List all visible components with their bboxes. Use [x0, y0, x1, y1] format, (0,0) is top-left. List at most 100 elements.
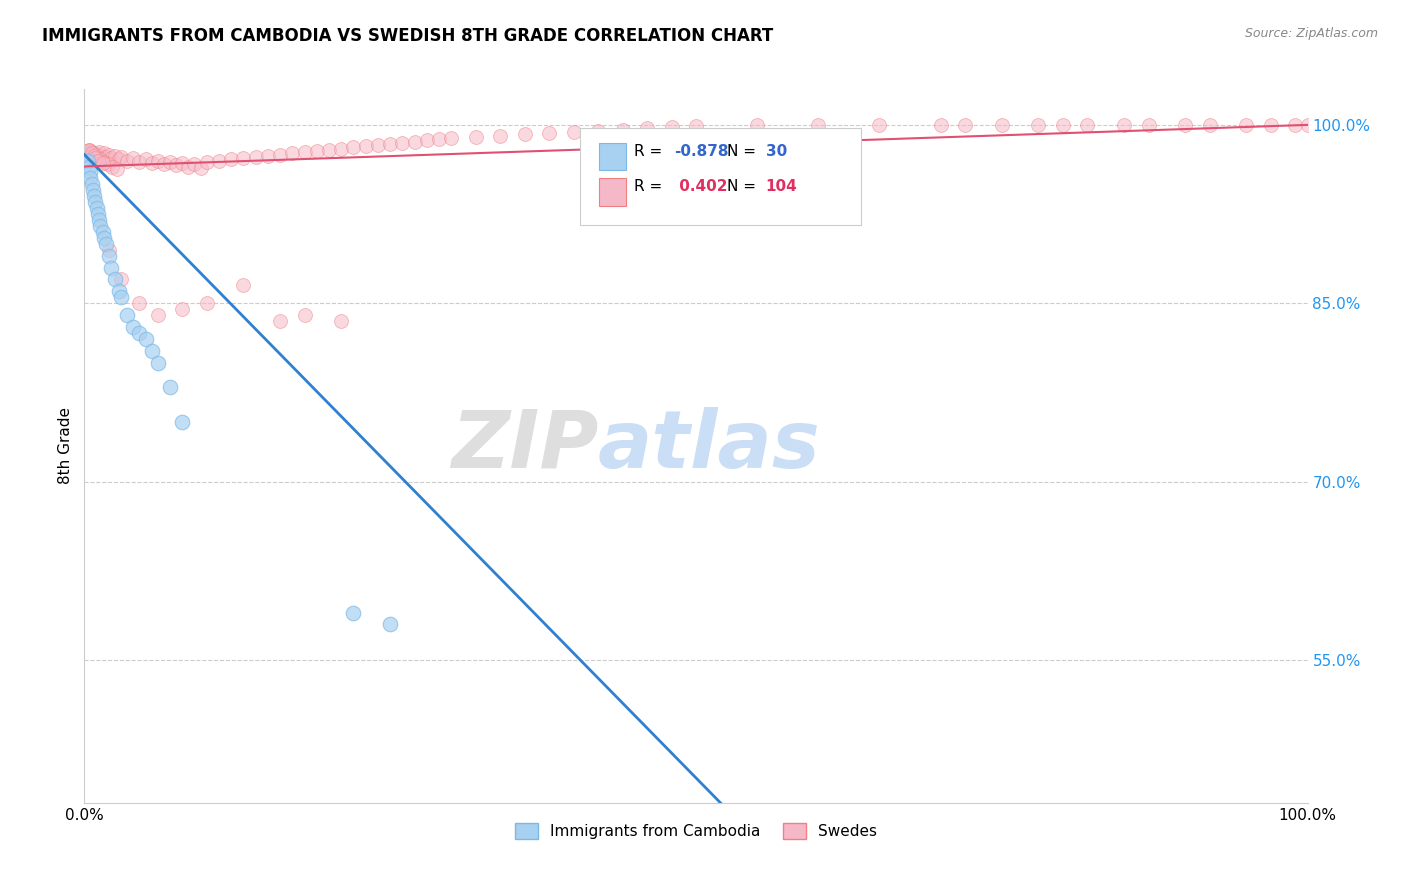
Point [153, 157, 176, 171]
Point [232, 151, 254, 165]
Point [146, 356, 169, 370]
Point [367, 138, 389, 153]
Point [195, 296, 218, 310]
Point [82, 147, 104, 161]
Point [128, 326, 150, 340]
Point [86, 201, 108, 215]
Point [77, 143, 100, 157]
Point [1052, 118, 1074, 132]
Text: Source: ZipAtlas.com: Source: ZipAtlas.com [1244, 27, 1378, 40]
Point [97, 147, 120, 161]
Point [747, 118, 769, 132]
Point [305, 144, 328, 158]
Point [562, 125, 585, 139]
Text: ZIP: ZIP [451, 407, 598, 485]
Point [513, 128, 536, 142]
Text: -0.878: -0.878 [673, 144, 728, 159]
Text: atlas: atlas [598, 407, 821, 485]
Point [1198, 118, 1220, 132]
Point [159, 154, 181, 169]
Point [83, 189, 105, 203]
Point [82, 150, 104, 164]
Point [416, 133, 439, 147]
Point [115, 153, 138, 168]
Point [464, 129, 486, 144]
Point [869, 118, 891, 132]
FancyBboxPatch shape [599, 178, 626, 205]
Point [86, 150, 108, 164]
Point [661, 120, 683, 135]
Point [107, 285, 129, 299]
Point [135, 153, 157, 167]
Point [807, 118, 830, 132]
Point [380, 136, 402, 151]
Point [77, 160, 100, 174]
Point [991, 118, 1014, 132]
Point [257, 149, 280, 163]
Point [330, 142, 353, 156]
Y-axis label: 8th Grade: 8th Grade [58, 408, 73, 484]
Point [89, 153, 111, 167]
Point [219, 153, 242, 167]
Point [538, 126, 561, 140]
Point [84, 151, 107, 165]
Point [91, 156, 114, 170]
Point [79, 144, 101, 158]
Point [84, 195, 107, 210]
Point [208, 153, 231, 168]
Point [89, 219, 111, 233]
Point [391, 136, 413, 150]
Point [100, 151, 122, 165]
Point [1284, 118, 1306, 132]
Point [96, 150, 118, 164]
Point [91, 225, 114, 239]
Point [1174, 118, 1197, 132]
Point [79, 149, 101, 163]
Point [195, 154, 218, 169]
Point [87, 207, 110, 221]
Point [1028, 118, 1050, 132]
Point [489, 128, 512, 143]
Point [87, 145, 110, 160]
Point [1236, 118, 1258, 132]
Point [97, 249, 120, 263]
Text: IMMIGRANTS FROM CAMBODIA VS SWEDISH 8TH GRADE CORRELATION CHART: IMMIGRANTS FROM CAMBODIA VS SWEDISH 8TH … [42, 27, 773, 45]
Point [929, 118, 952, 132]
Point [128, 154, 150, 169]
Point [128, 296, 150, 310]
Text: N =: N = [727, 144, 761, 159]
Point [141, 343, 163, 358]
Text: 30: 30 [766, 144, 787, 159]
Point [83, 146, 105, 161]
Point [183, 157, 205, 171]
Point [612, 122, 634, 136]
Point [93, 146, 115, 161]
Text: N =: N = [727, 179, 761, 194]
Point [440, 131, 463, 145]
Point [79, 165, 101, 179]
Point [146, 153, 169, 168]
Text: R =: R = [634, 144, 666, 159]
Point [86, 147, 108, 161]
Point [172, 302, 194, 317]
Point [77, 153, 100, 168]
Point [330, 314, 353, 328]
Point [636, 121, 658, 136]
Point [1114, 118, 1136, 132]
Point [122, 151, 145, 165]
Point [953, 118, 976, 132]
Point [75, 147, 97, 161]
FancyBboxPatch shape [579, 128, 860, 225]
Point [190, 161, 212, 175]
Point [165, 158, 187, 172]
Point [159, 379, 181, 393]
Point [104, 149, 127, 163]
Point [177, 160, 200, 174]
Point [82, 183, 104, 197]
Point [79, 171, 101, 186]
Point [146, 308, 169, 322]
Point [77, 143, 100, 157]
Point [1260, 118, 1282, 132]
Point [1137, 118, 1160, 132]
Point [110, 290, 132, 304]
